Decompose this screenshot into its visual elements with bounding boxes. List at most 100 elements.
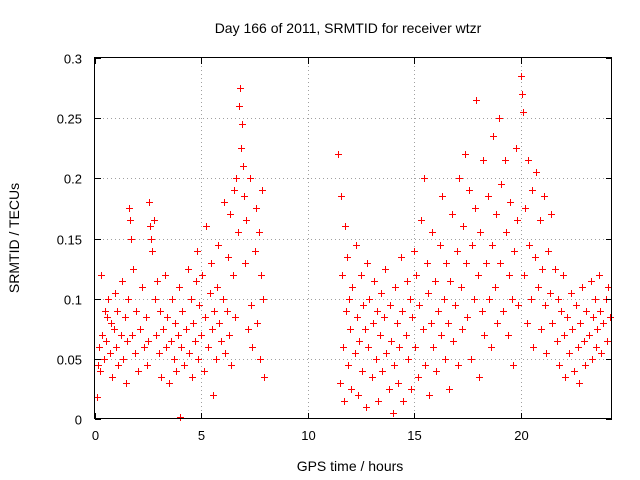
data-point — [519, 91, 526, 98]
data-point — [577, 320, 584, 327]
data-point — [473, 97, 480, 104]
data-point — [371, 278, 378, 285]
data-point — [342, 223, 349, 230]
data-point — [168, 338, 175, 345]
data-point — [492, 284, 499, 291]
data-point — [239, 121, 246, 128]
data-point — [439, 193, 446, 200]
y-tick-label: 0.3 — [64, 52, 82, 67]
data-point — [209, 326, 216, 333]
data-point — [205, 344, 212, 351]
data-point — [127, 217, 134, 224]
data-point — [258, 272, 265, 279]
data-point — [359, 368, 366, 375]
data-point — [133, 308, 140, 315]
data-point — [199, 272, 206, 279]
data-point — [502, 157, 509, 164]
data-point — [338, 193, 345, 200]
data-point — [412, 344, 419, 351]
data-point — [118, 332, 125, 339]
data-point — [129, 332, 136, 339]
data-point — [564, 314, 571, 321]
data-point — [130, 266, 137, 273]
data-point — [243, 217, 250, 224]
data-point — [528, 296, 535, 303]
data-point — [101, 356, 108, 363]
data-point — [353, 242, 360, 249]
data-point — [179, 308, 186, 315]
data-point — [409, 314, 416, 321]
data-point — [505, 332, 512, 339]
data-point — [469, 242, 476, 249]
data-point — [343, 308, 350, 315]
data-point — [228, 362, 235, 369]
data-points — [94, 73, 614, 421]
y-tick-labels: 0 0.05 0.1 0.15 0.2 0.25 0.3 — [57, 52, 82, 428]
data-point — [233, 175, 240, 182]
data-point — [221, 199, 228, 206]
data-point — [358, 272, 365, 279]
data-point — [186, 350, 193, 357]
data-point — [443, 260, 450, 267]
data-point — [214, 284, 221, 291]
data-point — [202, 314, 209, 321]
data-point — [433, 368, 440, 375]
data-point — [166, 380, 173, 387]
data-point — [438, 332, 445, 339]
data-point — [548, 211, 555, 218]
data-point — [382, 266, 389, 273]
data-point — [489, 242, 496, 249]
data-point — [94, 394, 101, 401]
data-point — [213, 356, 220, 363]
data-point — [158, 374, 165, 381]
data-point — [259, 187, 266, 194]
data-point — [566, 350, 573, 357]
x-tick-label: 15 — [407, 428, 421, 443]
x-tick-label: 5 — [198, 428, 205, 443]
data-point — [173, 368, 180, 375]
data-point — [162, 272, 169, 279]
data-point — [345, 362, 352, 369]
data-point — [252, 248, 259, 255]
data-point — [124, 338, 131, 345]
data-point — [560, 272, 567, 279]
data-point — [210, 392, 217, 399]
data-point — [163, 344, 170, 351]
data-point — [122, 314, 129, 321]
data-point — [569, 326, 576, 333]
data-point — [403, 332, 410, 339]
data-point — [488, 344, 495, 351]
data-point — [203, 223, 210, 230]
data-point — [481, 332, 488, 339]
data-point — [335, 151, 342, 158]
data-point — [458, 284, 465, 291]
data-point — [148, 236, 155, 243]
data-point — [498, 181, 505, 188]
data-point — [494, 320, 501, 327]
data-point — [356, 338, 363, 345]
data-point — [375, 398, 382, 405]
data-point — [520, 109, 527, 116]
data-point — [126, 205, 133, 212]
data-point — [475, 272, 482, 279]
data-point — [216, 320, 223, 327]
data-point — [537, 217, 544, 224]
data-point — [145, 338, 152, 345]
data-point — [455, 362, 462, 369]
data-point — [435, 308, 442, 315]
data-point — [480, 157, 487, 164]
data-point — [208, 260, 215, 267]
data-point — [190, 320, 197, 327]
data-point — [369, 374, 376, 381]
data-point — [589, 356, 596, 363]
data-point — [257, 356, 264, 363]
data-point — [486, 296, 493, 303]
data-point — [352, 350, 359, 357]
data-point — [524, 320, 531, 327]
data-point — [593, 344, 600, 351]
data-point — [153, 332, 160, 339]
data-point — [256, 229, 263, 236]
data-point — [248, 302, 255, 309]
data-point — [347, 326, 354, 333]
data-point — [192, 338, 199, 345]
